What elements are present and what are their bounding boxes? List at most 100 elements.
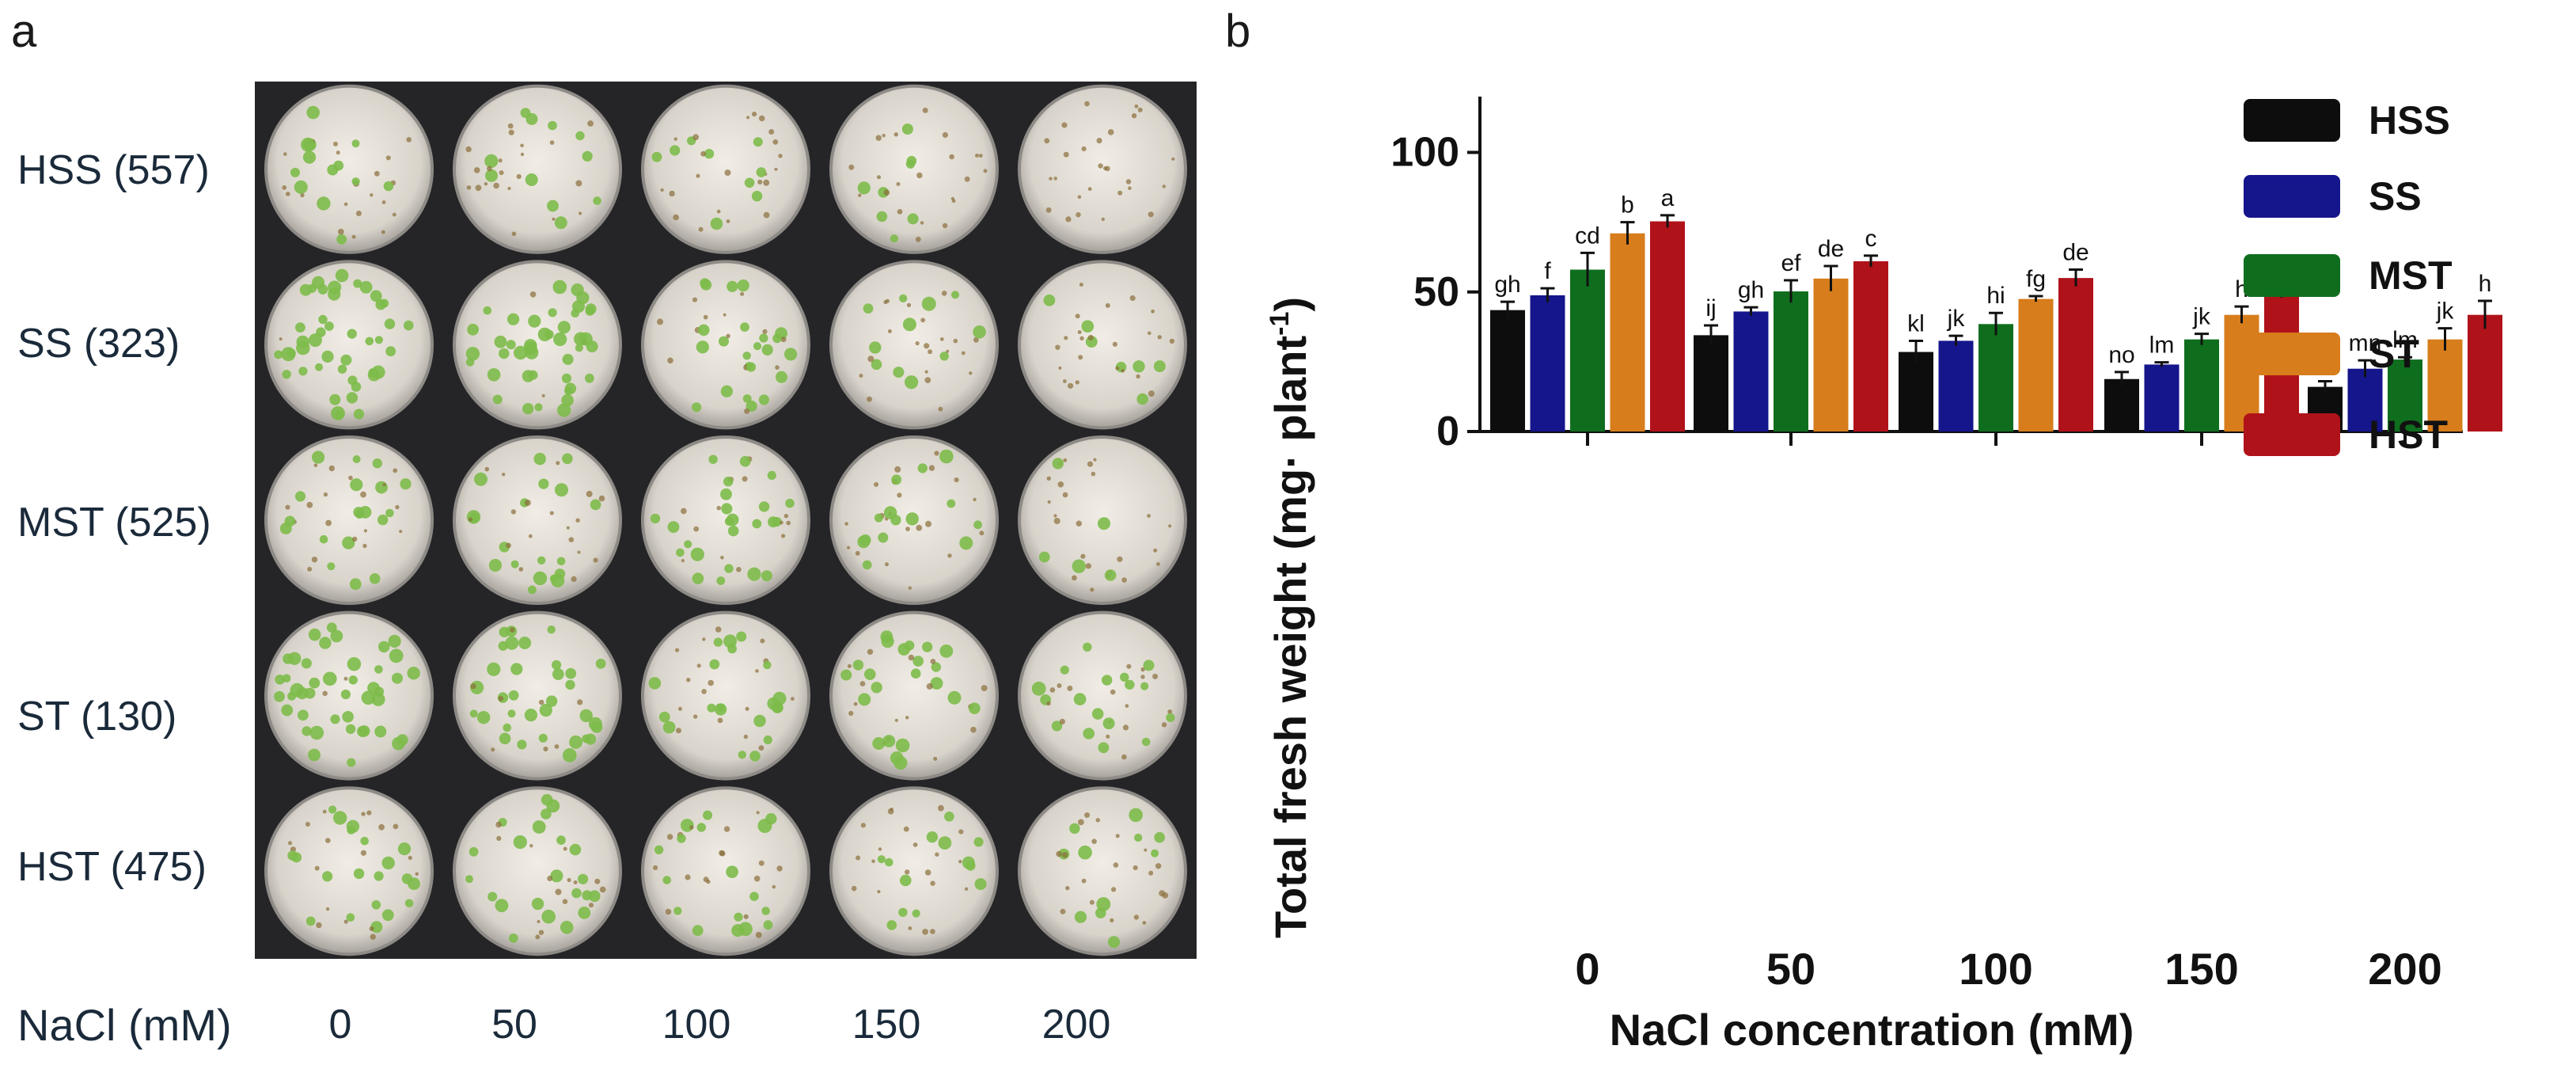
petri-dish <box>641 84 810 254</box>
petri-dish <box>453 84 622 254</box>
bar-ss <box>1938 340 1974 432</box>
petri-dish <box>641 610 810 781</box>
significance-letter: hi <box>1986 283 2005 309</box>
col-label-150: 150 <box>852 1002 921 1047</box>
bar-mst <box>2184 339 2219 432</box>
petri-dish <box>1018 610 1187 781</box>
legend-swatch-mst <box>2244 254 2340 297</box>
petri-dish <box>829 84 999 254</box>
bar-ss <box>1733 311 1769 432</box>
petri-dish <box>264 260 434 430</box>
petri-dish <box>264 610 434 781</box>
x-tick-label: 200 <box>2368 944 2441 994</box>
petri-dish <box>1018 786 1187 956</box>
significance-letter: b <box>1621 192 1634 219</box>
bar-mst <box>1774 291 1808 432</box>
bar-ss <box>2144 364 2180 432</box>
col-label-50: 50 <box>491 1002 537 1047</box>
petri-dish <box>829 786 999 956</box>
petri-dish <box>453 260 622 430</box>
row-label-hst: HST (475) <box>17 844 207 890</box>
petri-dish <box>829 260 999 430</box>
bar-st <box>1610 233 1645 432</box>
significance-letter: c <box>1865 226 1877 252</box>
bar-st <box>2018 298 2054 432</box>
col-label-0: 0 <box>328 1002 352 1047</box>
significance-letter: de <box>2062 240 2088 266</box>
x-tick-label: 150 <box>2164 944 2238 994</box>
legend-label-st: ST <box>2369 332 2419 376</box>
significance-letter: lm <box>2392 327 2418 353</box>
significance-letter: cd <box>1575 222 1600 249</box>
significance-letter: f <box>1544 258 1551 284</box>
row-label-hss: HSS (557) <box>17 147 210 193</box>
legend-swatch-ss <box>2244 175 2340 218</box>
legend-swatch-hss <box>2244 99 2340 142</box>
significance-letter: no <box>2108 342 2134 368</box>
y-tick-label: 50 <box>1413 269 1459 315</box>
significance-letter: jk <box>2192 304 2211 330</box>
legend-swatch-st <box>2244 333 2340 375</box>
petri-dish <box>641 435 810 605</box>
significance-letter: ij <box>1705 295 1716 321</box>
significance-letter: jk <box>1947 306 1966 332</box>
row-label-st: ST (130) <box>17 694 177 740</box>
significance-letter: ef <box>1781 250 1801 276</box>
bar-hst <box>1853 260 1888 432</box>
x-tick-label: 50 <box>1766 944 1815 994</box>
legend-label-hss: HSS <box>2369 98 2450 143</box>
y-axis-title: Total fresh weight (mg· plant-1) <box>1265 297 1315 938</box>
petri-dish <box>1018 260 1187 430</box>
bar-mst <box>1570 269 1605 432</box>
bar-hss <box>1490 310 1525 432</box>
x-tick-label: 100 <box>1959 944 2032 994</box>
petri-dish <box>453 610 622 781</box>
y-tick-label: 100 <box>1390 130 1459 176</box>
x-tick-label: 0 <box>1575 944 1599 994</box>
petri-dish <box>1018 435 1187 605</box>
row-label-mst: MST (525) <box>17 500 211 546</box>
petri-dish <box>264 786 434 956</box>
col-label-100: 100 <box>662 1002 731 1047</box>
x-axis-title: NaCl concentration (mM) <box>1610 1005 2134 1055</box>
petri-dish <box>453 435 622 605</box>
legend-label-hst: HST <box>2369 413 2448 457</box>
bar-hss <box>2104 378 2139 432</box>
bar-hss <box>1899 352 1933 432</box>
nacl-axis-title: NaCl (mM) <box>17 1000 232 1050</box>
fresh-weight-bar-chart: 050100ghijklnoofghjklmmncdefhijklmbdefgh… <box>1265 97 2502 1055</box>
petri-dish-photo <box>255 82 1197 959</box>
bar-hst <box>2058 278 2093 432</box>
significance-letter: gh <box>1494 272 1520 298</box>
bar-mst <box>2388 359 2422 432</box>
panel-a-letter: a <box>11 6 37 57</box>
legend-swatch-hst <box>2244 413 2340 456</box>
significance-letter: lm <box>2149 333 2175 359</box>
bar-hst <box>1650 221 1685 432</box>
significance-letter: mn <box>2349 330 2382 356</box>
petri-dish <box>829 610 999 781</box>
legend-label-mst: MST <box>2369 253 2453 298</box>
bar-st <box>2427 339 2463 432</box>
bar-hss <box>1694 335 1728 432</box>
significance-letter: jk <box>2436 298 2455 325</box>
significance-letter: fg <box>2026 266 2046 292</box>
petri-dish <box>264 84 434 254</box>
petri-dish <box>829 435 999 605</box>
bar-ss <box>2347 368 2383 432</box>
significance-letter: a <box>1661 185 1675 211</box>
bar-mst <box>1978 324 2013 432</box>
col-label-200: 200 <box>1041 1002 1111 1047</box>
row-label-ss: SS (323) <box>17 321 180 367</box>
bar-hst <box>2468 314 2502 432</box>
y-tick-label: 0 <box>1436 409 1459 454</box>
panel-b-letter: b <box>1225 6 1251 57</box>
petri-dish <box>641 260 810 430</box>
petri-dish <box>641 786 810 956</box>
bar-ss <box>1530 295 1565 432</box>
legend-label-ss: SS <box>2369 174 2422 219</box>
petri-dish <box>264 435 434 605</box>
significance-letter: h <box>2479 271 2492 297</box>
significance-letter: gh <box>1738 277 1764 303</box>
bar-st <box>1813 278 1849 432</box>
